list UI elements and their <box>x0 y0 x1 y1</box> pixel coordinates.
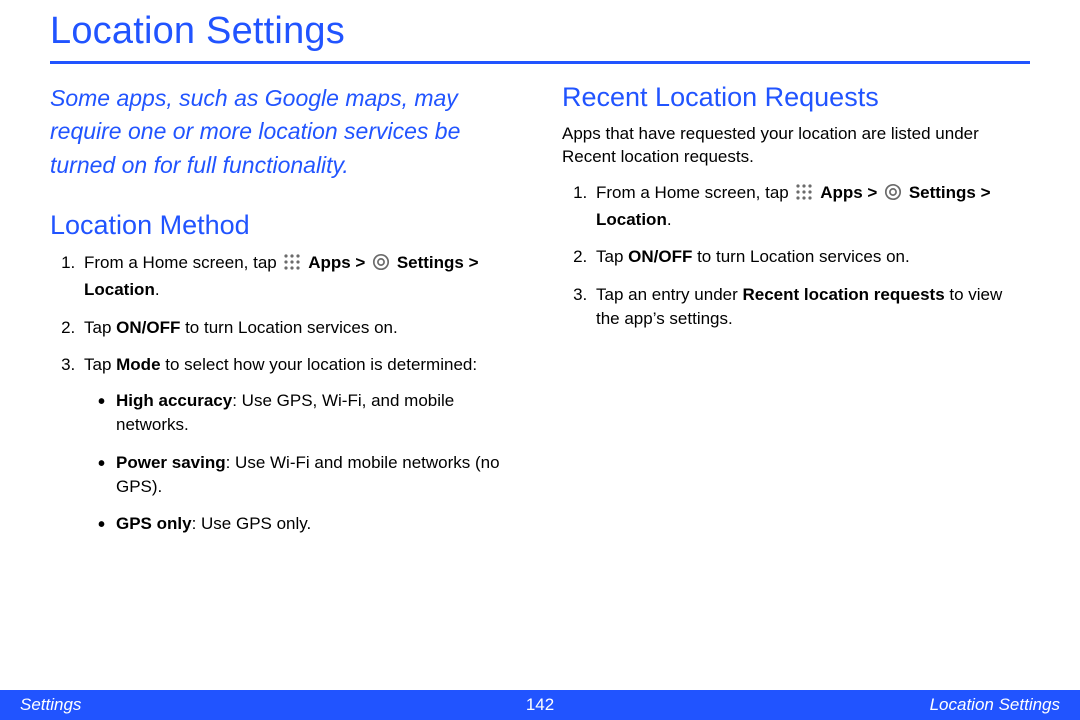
mode-label: Mode <box>116 355 160 374</box>
section-heading-recent-requests: Recent Location Requests <box>562 82 1030 113</box>
section-heading-location-method: Location Method <box>50 210 518 241</box>
footer-right: Location Settings <box>930 695 1060 715</box>
step-suffix: . <box>667 210 672 229</box>
sep: > <box>863 183 882 202</box>
option-text: : Use GPS only. <box>192 514 312 533</box>
supporting-paragraph: Apps that have requested your location a… <box>562 123 1030 169</box>
step-item: Tap Mode to select how your location is … <box>80 353 518 536</box>
recent-requests-steps: From a Home screen, tap Apps > Settings … <box>562 181 1030 331</box>
location-label: Location <box>596 210 667 229</box>
step-item: From a Home screen, tap Apps > Settings … <box>592 181 1030 232</box>
sep: > <box>464 253 479 272</box>
two-column-layout: Some apps, such as Google maps, may requ… <box>50 82 1030 550</box>
left-column: Some apps, such as Google maps, may requ… <box>50 82 518 550</box>
step-text: to select how your location is determine… <box>161 355 478 374</box>
apps-grid-icon <box>795 183 813 208</box>
option-label: GPS only <box>116 514 192 533</box>
list-item: Power saving: Use Wi-Fi and mobile netwo… <box>98 451 518 499</box>
option-label: Power saving <box>116 453 226 472</box>
onoff-label: ON/OFF <box>628 247 692 266</box>
step-text: Tap <box>84 318 116 337</box>
settings-label: Settings <box>397 253 464 272</box>
right-column: Recent Location Requests Apps that have … <box>562 82 1030 550</box>
sep: > <box>976 183 991 202</box>
title-rule <box>50 61 1030 64</box>
step-text: Tap <box>84 355 116 374</box>
page-footer: Settings 142 Location Settings <box>0 690 1080 720</box>
option-label: High accuracy <box>116 391 232 410</box>
settings-label: Settings <box>909 183 976 202</box>
apps-label: Apps <box>308 253 351 272</box>
step-text: Tap an entry under <box>596 285 742 304</box>
step-text: From a Home screen, tap <box>596 183 793 202</box>
sep: > <box>351 253 370 272</box>
intro-paragraph: Some apps, such as Google maps, may requ… <box>50 82 518 182</box>
location-label: Location <box>84 280 155 299</box>
step-text: Tap <box>596 247 628 266</box>
settings-gear-icon <box>372 253 390 278</box>
onoff-label: ON/OFF <box>116 318 180 337</box>
step-text: From a Home screen, tap <box>84 253 281 272</box>
settings-gear-icon <box>884 183 902 208</box>
list-item: High accuracy: Use GPS, Wi-Fi, and mobil… <box>98 389 518 437</box>
list-item: GPS only: Use GPS only. <box>98 512 518 536</box>
footer-page-number: 142 <box>526 695 554 715</box>
step-item: Tap an entry under Recent location reque… <box>592 283 1030 331</box>
footer-left: Settings <box>20 695 81 715</box>
step-suffix: . <box>155 280 160 299</box>
apps-grid-icon <box>283 253 301 278</box>
recent-requests-label: Recent location requests <box>742 285 944 304</box>
step-item: Tap ON/OFF to turn Location services on. <box>80 316 518 340</box>
page-title: Location Settings <box>50 10 1030 53</box>
step-item: From a Home screen, tap Apps > Settings … <box>80 251 518 302</box>
step-item: Tap ON/OFF to turn Location services on. <box>592 245 1030 269</box>
mode-options-list: High accuracy: Use GPS, Wi-Fi, and mobil… <box>84 389 518 536</box>
document-page: Location Settings Some apps, such as Goo… <box>0 0 1080 720</box>
step-text: to turn Location services on. <box>180 318 397 337</box>
step-text: to turn Location services on. <box>692 247 909 266</box>
location-method-steps: From a Home screen, tap Apps > Settings … <box>50 251 518 536</box>
apps-label: Apps <box>820 183 863 202</box>
